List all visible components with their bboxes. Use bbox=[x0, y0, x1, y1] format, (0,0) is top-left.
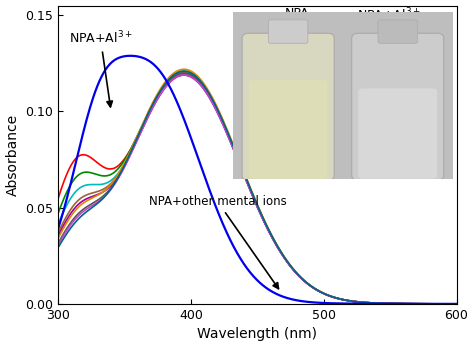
Text: NPA+Al$^{3+}$: NPA+Al$^{3+}$ bbox=[357, 7, 420, 24]
Text: NPA+Al$^{3+}$: NPA+Al$^{3+}$ bbox=[69, 30, 132, 107]
Text: NPA+other mental ions: NPA+other mental ions bbox=[148, 195, 286, 289]
Text: NPA: NPA bbox=[285, 7, 310, 20]
X-axis label: Wavelength (nm): Wavelength (nm) bbox=[197, 328, 317, 341]
Y-axis label: Absorbance: Absorbance bbox=[6, 114, 19, 196]
